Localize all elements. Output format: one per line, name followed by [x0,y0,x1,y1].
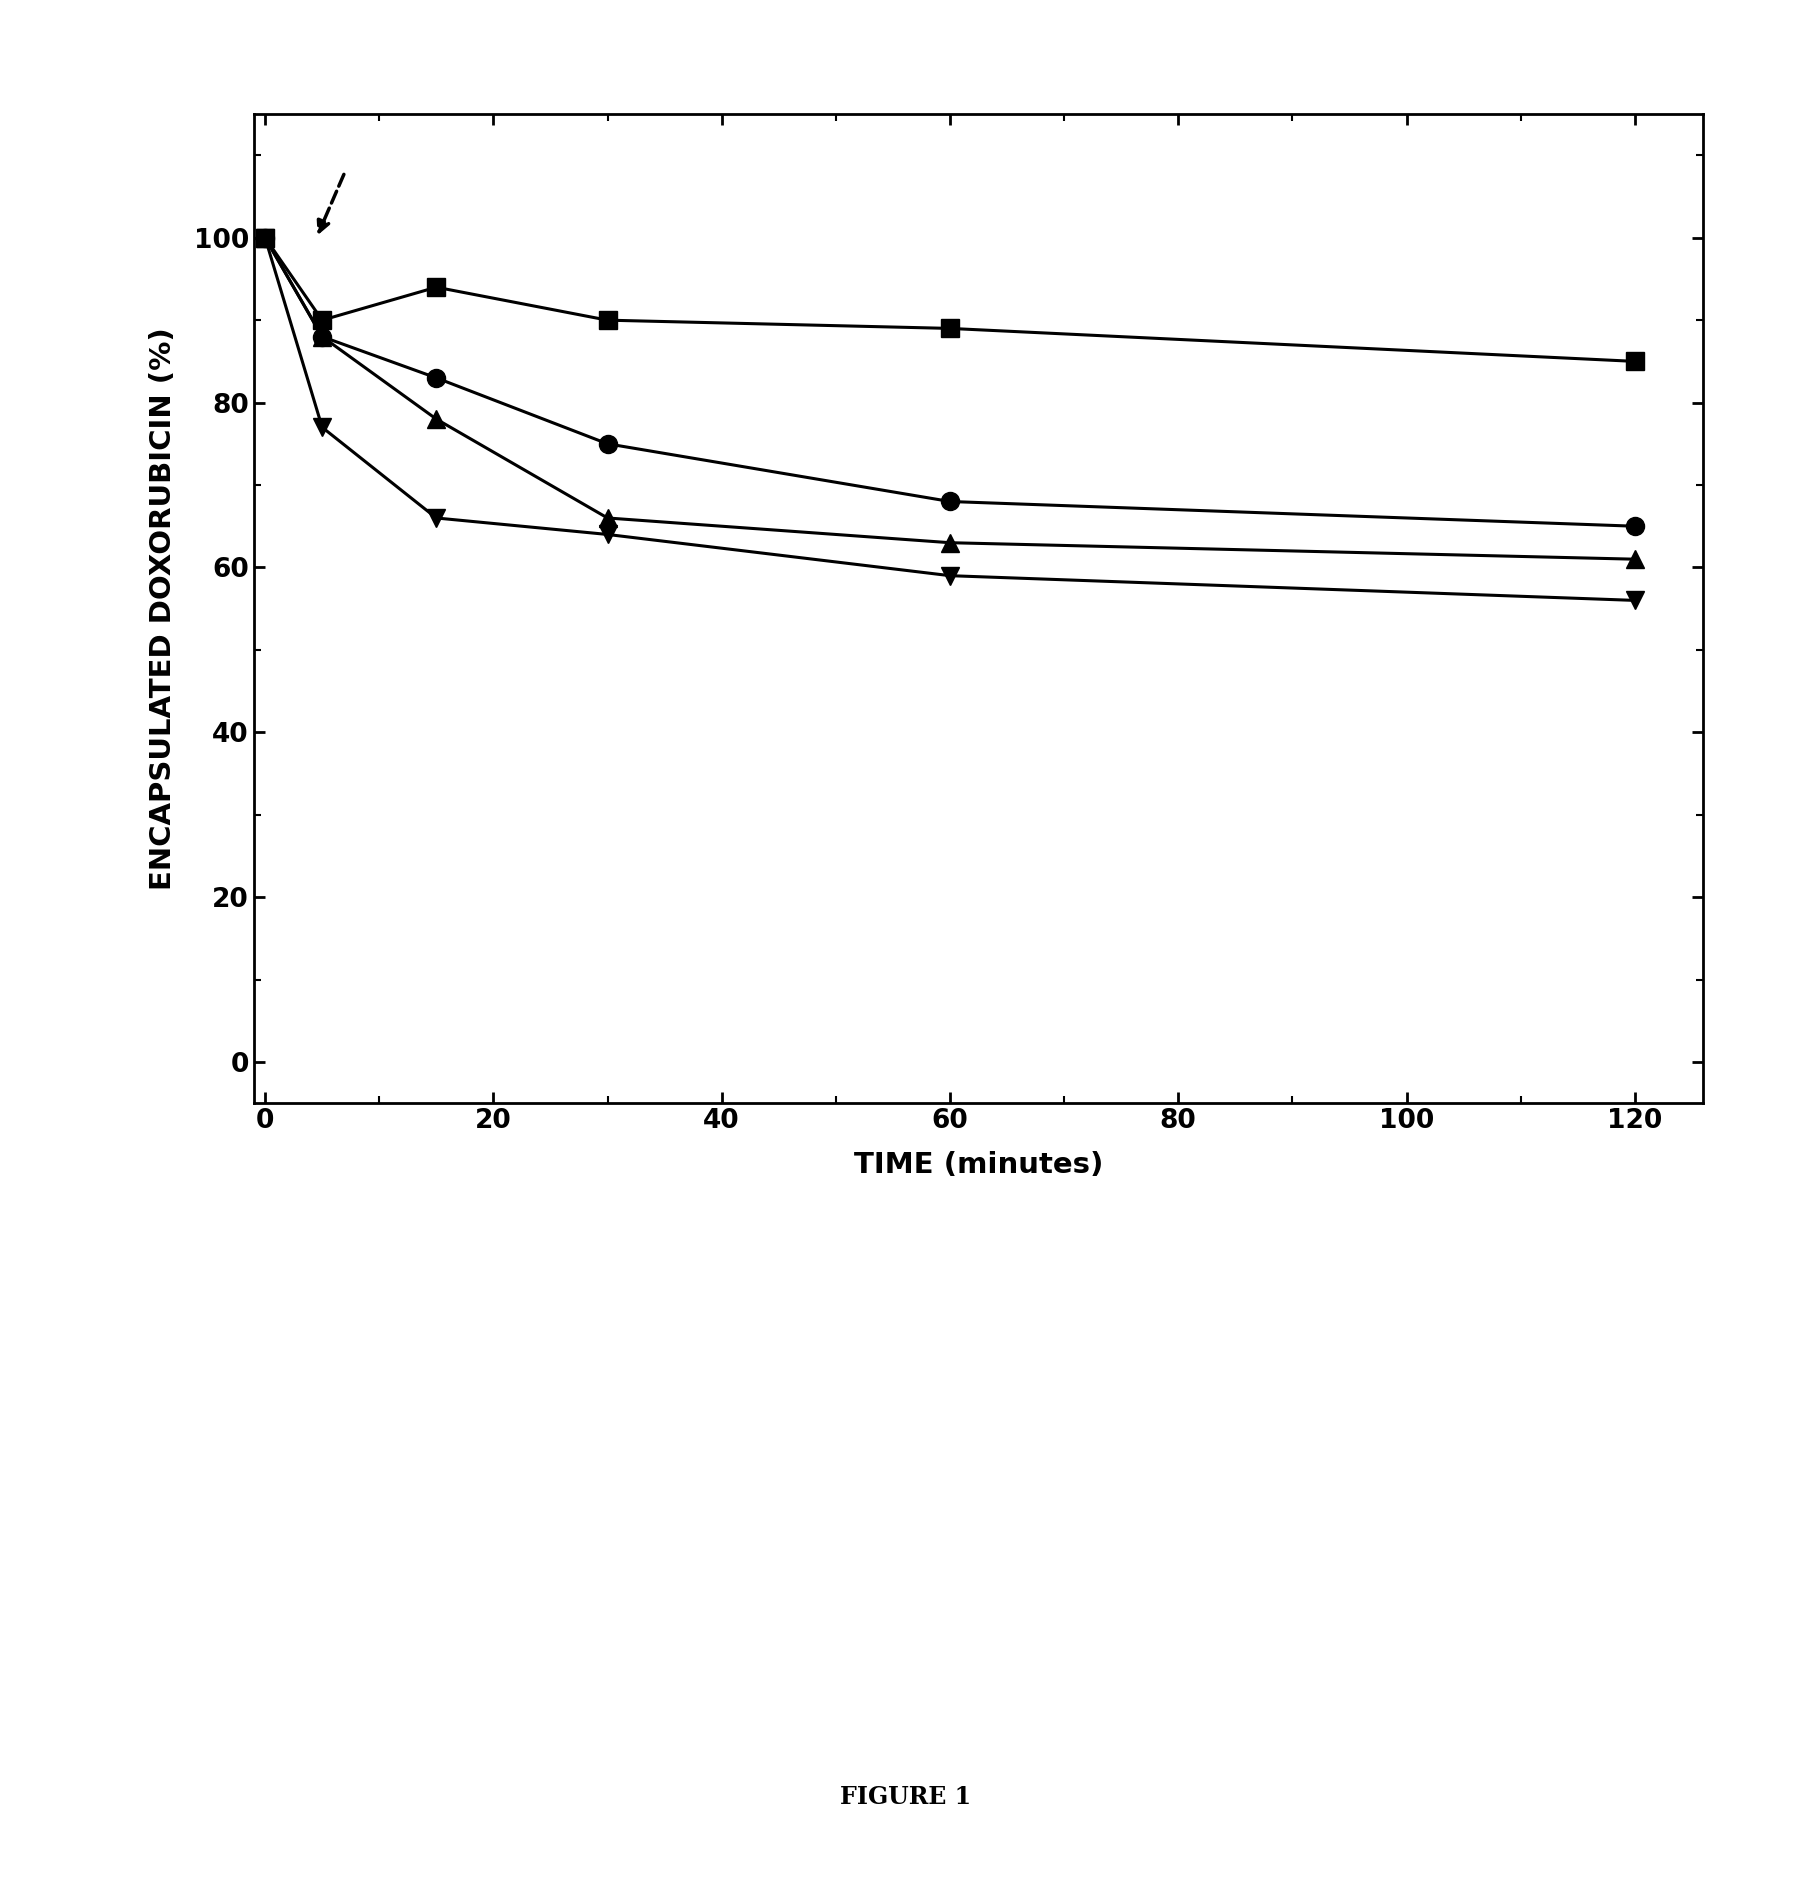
X-axis label: TIME (minutes): TIME (minutes) [853,1151,1104,1179]
Text: FIGURE 1: FIGURE 1 [841,1786,971,1809]
Y-axis label: ENCAPSULATED DOXORUBICIN (%): ENCAPSULATED DOXORUBICIN (%) [149,327,178,890]
